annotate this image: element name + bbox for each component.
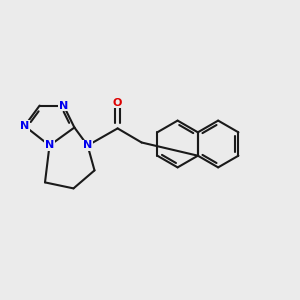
Text: O: O — [113, 98, 122, 108]
Text: N: N — [20, 121, 29, 131]
Text: N: N — [59, 100, 68, 111]
Text: N: N — [83, 140, 92, 151]
Text: N: N — [45, 140, 54, 151]
